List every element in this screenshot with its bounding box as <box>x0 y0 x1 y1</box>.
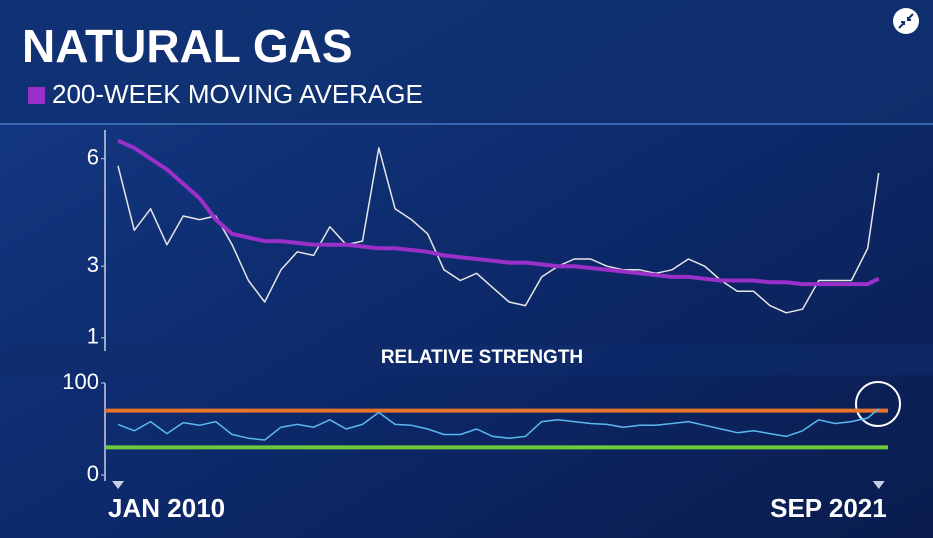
legend-label: 200-WEEK MOVING AVERAGE <box>52 79 423 109</box>
chart-title: NATURAL GAS <box>22 20 353 72</box>
legend-swatch <box>28 87 45 104</box>
exit-fullscreen-icon <box>898 13 914 29</box>
panel-divider <box>0 345 933 375</box>
exit-fullscreen-button[interactable] <box>893 8 919 34</box>
y-tick-label: 100 <box>62 369 99 394</box>
panel-title: RELATIVE STRENGTH <box>381 347 583 368</box>
x-tick-label: SEP 2021 <box>770 493 887 523</box>
x-tick-label: JAN 2010 <box>108 493 225 523</box>
x-tick <box>112 481 125 489</box>
y-tick-label: 0 <box>87 461 99 486</box>
y-tick-label: 6 <box>87 144 99 169</box>
highlight-circle <box>855 381 901 427</box>
y-tick-label: 3 <box>87 252 99 277</box>
series-line <box>117 138 880 287</box>
header-band <box>0 0 933 124</box>
series-line <box>117 408 880 441</box>
x-tick <box>872 481 885 489</box>
y-tick-label: 1 <box>87 324 99 349</box>
series-line <box>117 147 880 314</box>
